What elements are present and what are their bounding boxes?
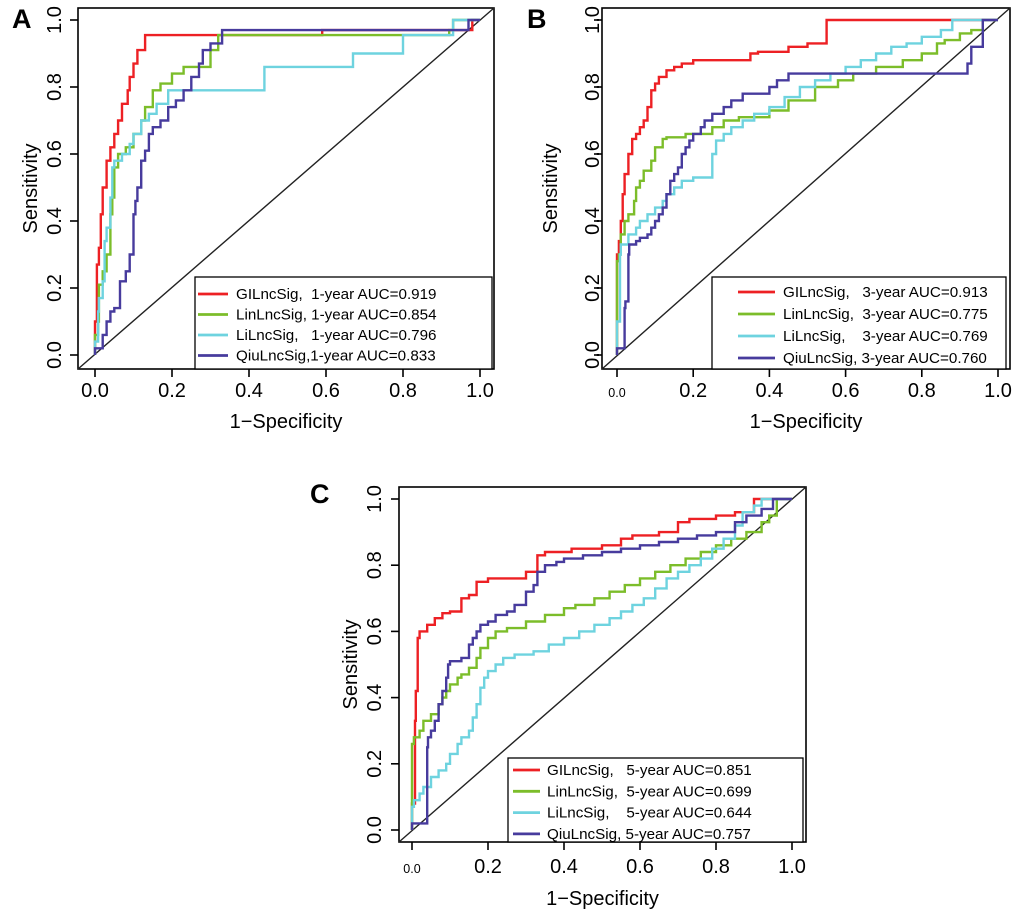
roc-panel-C: C 0.0 0.2 0.4 0.6 0.8 1.0 0.0 0.2 0.4 0.6 0.8 1.0 1−S… [310, 479, 807, 910]
x-tick-label: 0.8 [702, 856, 730, 878]
roc-curve-LinLncSig [615, 18, 998, 355]
roc-panel-B: B 0.0 0.2 0.4 0.6 0.8 1.0 0.0 0.2 0.4 0.6 0.8 1.0 1−S… [527, 4, 1012, 433]
x-tick-label: 0.0 [403, 862, 420, 876]
legend-entry-LiLncSig: LiLncSig, 5-year AUC=0.644 [547, 805, 752, 822]
legend-entry-GILncSig: GILncSig, 5-year AUC=0.851 [547, 762, 752, 779]
legend-entry-LiLncSig: LiLncSig, 3-year AUC=0.769 [783, 328, 988, 345]
y-axis-title: Sensitivity [20, 143, 42, 233]
x-tick-label: 0.8 [389, 380, 417, 402]
legend-entry-LinLncSig: LinLncSig, 5-year AUC=0.699 [547, 783, 752, 800]
x-tick-label: 0.6 [832, 380, 860, 402]
legend-box [507, 757, 804, 843]
roc-curve-QiuLncSig [410, 497, 792, 830]
legend-entry-LinLncSig: LinLncSig, 3-year AUC=0.775 [783, 306, 988, 323]
legend-box [194, 276, 493, 370]
legend-entry-GILncSig: GILncSig, 1-year AUC=0.919 [236, 286, 437, 303]
x-tick-label: 0.6 [626, 856, 654, 878]
y-tick-label: 0.6 [44, 140, 66, 168]
x-tick-label: 0.4 [550, 856, 578, 878]
y-tick-label: 0.6 [582, 140, 604, 168]
x-tick-label: 0.8 [908, 380, 936, 402]
y-tick-label: 1.0 [44, 6, 66, 34]
y-tick-label: 0.4 [582, 207, 604, 235]
roc-curve-GILncSig [615, 18, 998, 355]
x-tick-label: 0.6 [312, 380, 340, 402]
x-tick-label: 0.0 [608, 386, 625, 400]
x-tick-label: 1.0 [466, 380, 494, 402]
y-tick-label: 0.2 [364, 750, 386, 778]
y-tick-label: 0.8 [364, 551, 386, 579]
roc-curve-GILncSig [410, 497, 792, 830]
x-tick-label: 0.2 [679, 380, 707, 402]
diagonal-reference-line [601, 7, 1011, 370]
legend-entry-QiuLncSig: QiuLncSig, 5-year AUC=0.757 [547, 826, 751, 843]
y-tick-label: 0.0 [44, 341, 66, 369]
diagonal-reference-line [77, 7, 495, 370]
roc-curve-LiLncSig [93, 18, 480, 355]
x-tick-label: 1.0 [778, 856, 806, 878]
y-tick-label: 0.8 [582, 73, 604, 101]
x-tick-label: 1.0 [984, 380, 1012, 402]
panel-label-C: C [310, 479, 330, 509]
panel-label-A: A [12, 4, 32, 34]
legend-entry-LiLncSig: LiLncSig, 1-year AUC=0.796 [236, 327, 437, 344]
x-axis-title: 1−Specificity [750, 411, 863, 433]
y-tick-label: 0.0 [364, 816, 386, 844]
x-axis-title: 1−Specificity [546, 888, 659, 910]
y-tick-label: 0.4 [44, 207, 66, 235]
roc-curve-GILncSig [93, 18, 480, 355]
legend-entry-GILncSig: GILncSig, 3-year AUC=0.913 [783, 284, 988, 301]
roc-panel-A: A 0.0 0.2 0.4 0.6 0.8 1.0 0.0 0.2 0.4 0.6 0.8 1.0 1−S… [12, 4, 495, 433]
y-tick-label: 0.0 [582, 341, 604, 369]
roc-curve-QiuLncSig [615, 18, 998, 355]
x-axis-title: 1−Specificity [230, 411, 343, 433]
y-tick-label: 0.8 [44, 73, 66, 101]
x-tick-label: 0.2 [474, 856, 502, 878]
roc-curve-QiuLncSig [93, 18, 480, 355]
roc-curve-LiLncSig [410, 497, 792, 830]
legend-entry-QiuLncSig: QiuLncSig, 3-year AUC=0.760 [783, 350, 987, 367]
legend-entry-LinLncSig: LinLncSig, 1-year AUC=0.854 [236, 307, 437, 324]
x-tick-label: 0.4 [755, 380, 783, 402]
x-tick-label: 0.4 [235, 380, 263, 402]
diagonal-reference-line [398, 486, 807, 843]
legend-entry-QiuLncSig: QiuLncSig,1-year AUC=0.833 [236, 348, 436, 365]
y-tick-label: 0.6 [364, 617, 386, 645]
y-axis-title: Sensitivity [540, 143, 562, 233]
roc-curve-LiLncSig [615, 18, 998, 355]
panel-label-B: B [527, 4, 547, 34]
y-tick-label: 1.0 [364, 485, 386, 513]
y-axis-title: Sensitivity [340, 619, 362, 709]
y-tick-label: 0.2 [44, 274, 66, 302]
y-tick-label: 0.2 [582, 274, 604, 302]
y-tick-label: 1.0 [582, 6, 604, 34]
x-tick-label: 0.0 [81, 380, 109, 402]
y-tick-label: 0.4 [364, 684, 386, 712]
x-tick-label: 0.2 [158, 380, 186, 402]
